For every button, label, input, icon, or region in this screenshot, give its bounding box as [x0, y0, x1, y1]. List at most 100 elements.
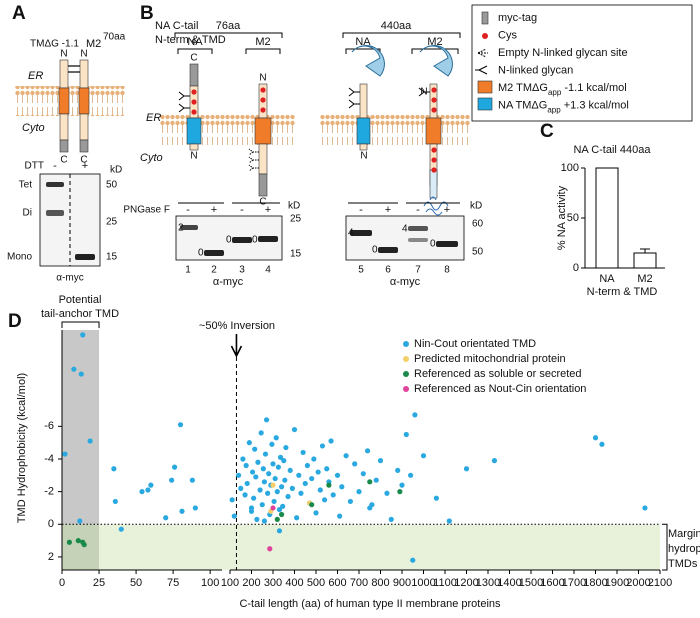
point	[238, 485, 244, 491]
cys	[191, 99, 197, 105]
point	[81, 542, 87, 548]
cyto-label: Cyto	[140, 152, 163, 164]
x-tick-label: 800	[371, 577, 389, 589]
point	[75, 538, 81, 544]
terminus: C	[80, 155, 87, 166]
annotation-bracket	[662, 523, 668, 571]
x-tick-label: 75	[167, 577, 179, 589]
er-label: ER	[146, 112, 161, 124]
glycan-cluster	[423, 196, 449, 216]
x-tick-label: 600	[328, 577, 346, 589]
point	[403, 431, 409, 438]
terminus: C	[60, 155, 67, 166]
lane-sign: +	[265, 204, 271, 216]
point	[279, 484, 285, 490]
point	[77, 518, 83, 524]
lane-sign: -	[186, 204, 190, 216]
x-tick-label: 700	[350, 577, 368, 589]
band	[232, 237, 252, 243]
cys	[260, 87, 266, 93]
point	[111, 466, 117, 472]
point	[289, 485, 295, 491]
point	[347, 498, 353, 505]
lane-sign: +	[211, 204, 217, 216]
y-axis-title: TMD Hydrophobicity (kcal/mol)	[16, 373, 28, 523]
legend-label-part: myc-tag	[498, 12, 537, 24]
legend-swatch	[475, 65, 488, 75]
point	[337, 513, 343, 519]
point	[296, 472, 302, 478]
antibody: α-myc	[56, 273, 83, 284]
marker: 60	[472, 219, 484, 230]
point	[242, 492, 248, 498]
legend-texts: myc-tag Cys Empty N-linked glycan site N-li…	[498, 12, 629, 114]
band-label: 2	[178, 223, 184, 234]
glycan	[418, 87, 430, 97]
legend-label-part: Empty N-linked glycan site	[498, 47, 628, 59]
x-tick-label: 1200	[454, 577, 478, 589]
point	[139, 489, 145, 495]
construct: NA	[187, 36, 203, 48]
point	[78, 371, 84, 377]
myc-tag	[258, 173, 268, 197]
lane-sign: -	[359, 204, 363, 216]
lane-number: 7	[415, 265, 421, 276]
cys	[260, 107, 266, 113]
point	[304, 462, 310, 469]
band-label: Mono	[7, 252, 32, 263]
legend-label: Cys	[498, 29, 517, 41]
point	[285, 493, 291, 500]
marginal-region	[99, 524, 660, 570]
point	[257, 487, 263, 493]
point	[412, 412, 418, 418]
point	[282, 477, 288, 483]
lane-sign: +	[82, 160, 88, 172]
point	[365, 448, 371, 454]
x-tick-label: NA	[599, 273, 615, 285]
point	[275, 464, 281, 470]
point	[252, 446, 258, 452]
point	[408, 472, 414, 478]
cys	[431, 97, 437, 103]
point	[311, 456, 317, 462]
lane-number: 2	[211, 265, 217, 276]
point	[177, 422, 184, 428]
legend-swatch	[477, 80, 493, 94]
point	[171, 464, 178, 470]
antibody: α-myc	[213, 276, 244, 288]
marker: 25	[290, 214, 302, 225]
y-tick-label: 0	[48, 518, 54, 530]
point	[262, 451, 269, 457]
empty-glycan-site	[248, 164, 259, 172]
band-label: Di	[23, 208, 32, 219]
superscript: 70aa	[103, 32, 126, 43]
point	[343, 453, 349, 459]
point	[330, 492, 336, 498]
legend-marker	[403, 371, 409, 377]
pngase-label: PNGase F	[123, 205, 170, 216]
x-tick-label: 2000	[626, 577, 650, 589]
point	[309, 502, 315, 508]
bracket	[177, 48, 459, 54]
point	[360, 471, 366, 477]
point	[599, 441, 605, 447]
point	[255, 459, 261, 465]
point	[231, 513, 237, 519]
point	[410, 557, 416, 563]
terminus: C	[259, 197, 266, 208]
point	[356, 489, 362, 495]
glycan	[178, 91, 190, 101]
x-tick-label: 300	[264, 577, 282, 589]
kd-label: kD	[110, 165, 122, 176]
tmd	[425, 117, 442, 145]
tm-label: TMΔG -1.1	[30, 39, 79, 50]
legend-label: myc-tag	[498, 12, 537, 24]
point	[273, 435, 279, 441]
point	[322, 497, 328, 503]
x-tick-label: 1400	[497, 577, 521, 589]
cys	[191, 89, 197, 95]
x-axis-title: C-tail length (aa) of human type II memb…	[239, 598, 501, 610]
annotation-bracket	[61, 321, 100, 328]
